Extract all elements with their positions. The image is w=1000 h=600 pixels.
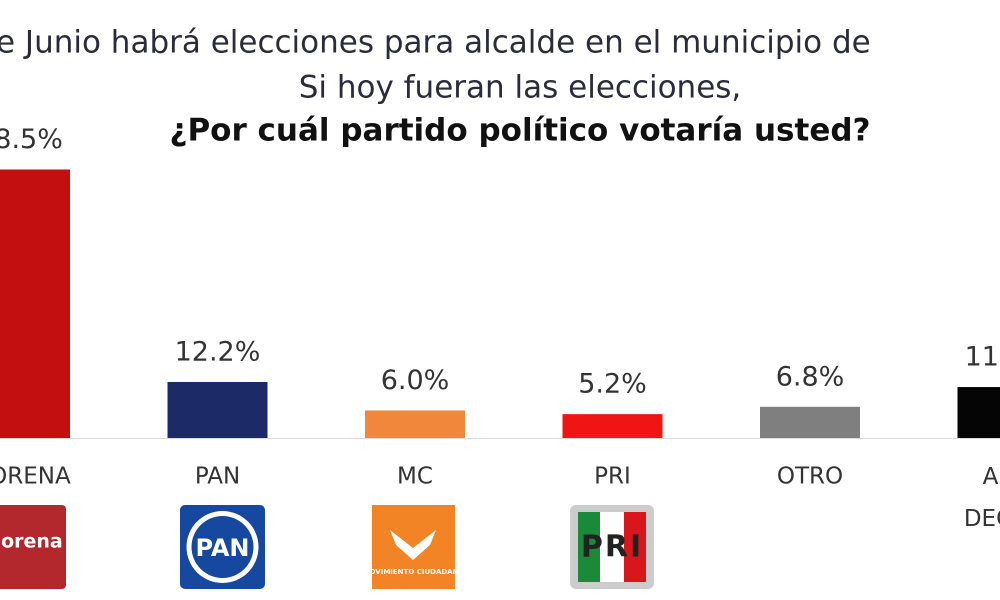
label-line: DECIDE (964, 506, 1000, 532)
label-line: AÚN (983, 462, 1000, 490)
logo-pan: PAN (180, 505, 265, 589)
logo-text: PAN (195, 534, 249, 562)
value-label: 12.2% (175, 337, 261, 368)
title-line: Si hoy fueran las elecciones, (299, 70, 742, 106)
x-tick-label: AÚN DECIDE (964, 462, 1000, 532)
x-tick-label: MORENA (0, 464, 71, 490)
bar (957, 387, 1000, 438)
x-tick-label: OTRO (777, 464, 843, 490)
logo-mc: MOVIMIENTO CIUDADANO (363, 505, 465, 589)
logo-morena: morena (0, 505, 66, 589)
bar (0, 169, 70, 439)
logo-pri: PRI (570, 505, 654, 589)
subtitle: ¿Por cuál partido político votaría usted… (169, 113, 870, 149)
logo-text: MOVIMIENTO CIUDADANO (363, 568, 465, 576)
value-label: 5.2% (578, 369, 647, 400)
bar (562, 414, 663, 438)
bar (365, 410, 465, 438)
x-tick-label: PRI (594, 464, 631, 490)
bar (167, 382, 268, 438)
bar (760, 406, 860, 438)
x-tick-label: PAN (195, 464, 240, 490)
value-label: 6.8% (776, 361, 845, 392)
logo-text: morena (0, 531, 63, 553)
logo-text: PRI (581, 530, 643, 565)
title-line: e Junio habrá elecciones para alcalde en… (0, 25, 871, 61)
value-label: 58.5% (0, 124, 63, 155)
x-tick-label: MC (397, 464, 433, 490)
value-label: 11.1% (965, 342, 1000, 373)
value-label: 6.0% (381, 365, 450, 396)
